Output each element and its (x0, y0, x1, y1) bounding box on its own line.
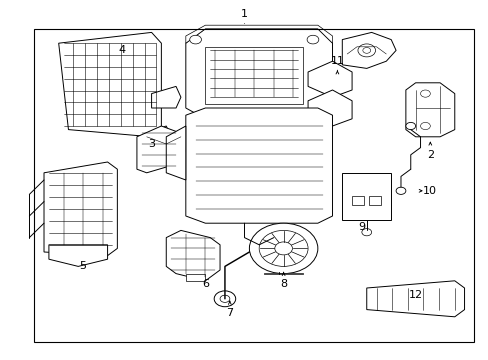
Circle shape (189, 35, 201, 44)
Bar (368, 196, 381, 205)
Text: 2: 2 (426, 150, 433, 160)
Polygon shape (137, 126, 185, 173)
Circle shape (220, 295, 229, 302)
Polygon shape (342, 32, 395, 68)
Bar (351, 196, 364, 205)
Text: 10: 10 (423, 186, 436, 196)
Circle shape (259, 230, 307, 266)
Polygon shape (44, 162, 117, 256)
Polygon shape (185, 29, 332, 119)
Circle shape (362, 48, 370, 53)
Polygon shape (166, 126, 185, 180)
Text: 5: 5 (80, 261, 86, 271)
Circle shape (361, 229, 371, 236)
Polygon shape (307, 90, 351, 126)
Polygon shape (405, 83, 454, 137)
Polygon shape (166, 230, 220, 281)
Circle shape (357, 44, 375, 57)
Polygon shape (185, 108, 332, 223)
Text: 9: 9 (358, 222, 365, 232)
Circle shape (420, 90, 429, 97)
Polygon shape (366, 281, 464, 317)
Text: 11: 11 (330, 56, 344, 66)
Circle shape (420, 122, 429, 130)
Text: 6: 6 (202, 279, 208, 289)
Polygon shape (146, 126, 171, 144)
Circle shape (214, 291, 235, 307)
Polygon shape (205, 47, 303, 104)
Polygon shape (307, 61, 351, 97)
Polygon shape (151, 86, 181, 108)
Polygon shape (185, 25, 332, 43)
Circle shape (249, 223, 317, 274)
Text: 3: 3 (148, 139, 155, 149)
Text: 12: 12 (408, 290, 422, 300)
Polygon shape (185, 274, 205, 281)
Text: 1: 1 (241, 9, 247, 19)
Polygon shape (49, 245, 107, 266)
Polygon shape (59, 32, 161, 137)
Text: 8: 8 (280, 279, 286, 289)
Circle shape (274, 242, 292, 255)
Circle shape (395, 187, 405, 194)
Circle shape (306, 35, 318, 44)
Bar (342, 173, 390, 220)
Text: 7: 7 (226, 308, 233, 318)
Circle shape (405, 122, 415, 130)
Polygon shape (264, 273, 303, 274)
Text: 4: 4 (119, 45, 125, 55)
